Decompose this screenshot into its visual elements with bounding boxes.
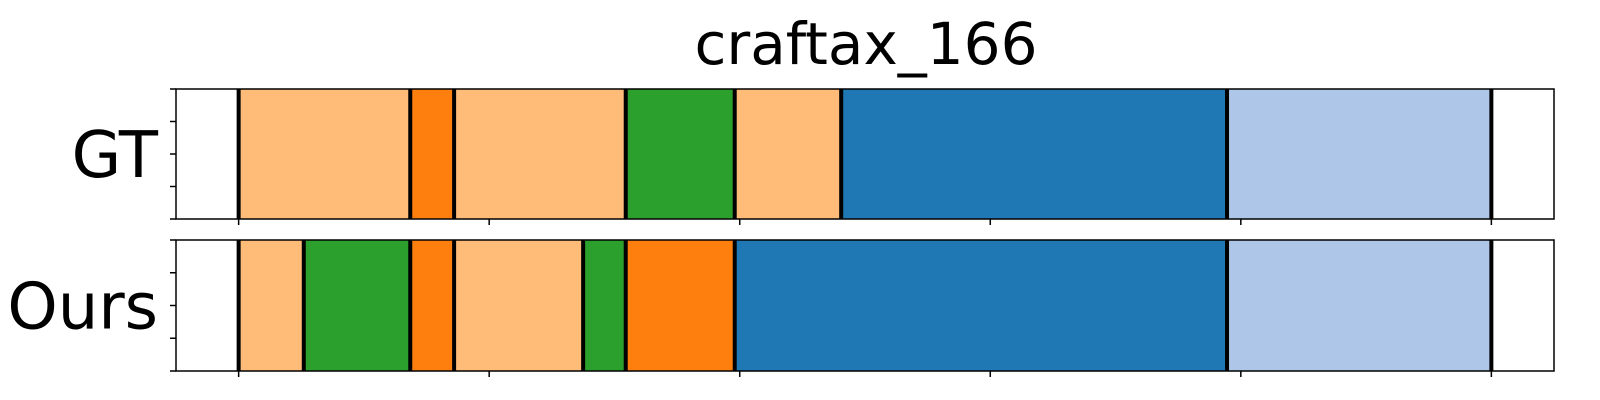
segment-bar [734, 240, 1228, 371]
segment-bar [625, 240, 735, 371]
segment-bar [625, 89, 735, 219]
segment-bar [454, 89, 626, 219]
segment-bar [410, 240, 455, 371]
segment-bar [238, 89, 411, 219]
chart-title: craftax_166 [695, 10, 1038, 78]
chart-rows: GT Ours [7, 88, 1555, 377]
segment-bar [1227, 89, 1492, 219]
row-gt: GT [72, 88, 1555, 225]
segment-bar [841, 89, 1228, 219]
segment-bar [1227, 240, 1492, 371]
row-label: Ours [7, 271, 158, 345]
row-label: GT [72, 119, 159, 193]
row-ours: Ours [7, 239, 1555, 377]
segment-bar [303, 240, 411, 371]
segment-bar [410, 89, 455, 219]
segment-bar [238, 240, 304, 371]
segment-bar [454, 240, 584, 371]
segment-bar [583, 240, 626, 371]
segment-bar [734, 89, 842, 219]
